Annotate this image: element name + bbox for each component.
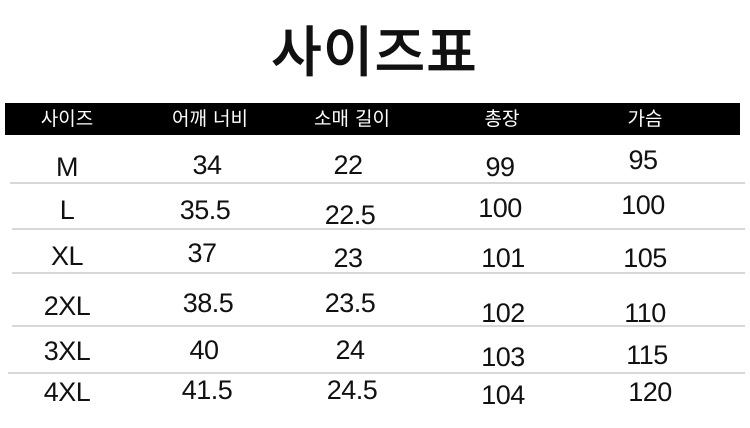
chest-cell: 95 [628, 145, 658, 175]
shoulder-cell: 41.5 [181, 375, 233, 405]
shoulder-cell: 35.5 [179, 195, 231, 225]
shoulder-cell: 34 [192, 150, 222, 180]
header-sleeve-length: 소매 길이 [314, 108, 390, 130]
length-cell: 99 [485, 152, 515, 182]
shoulder-cell: 40 [189, 335, 219, 365]
sleeve-cell: 23 [333, 243, 363, 273]
page-title: 사이즈표 [271, 21, 479, 84]
shoulder-cell: 38.5 [182, 288, 234, 318]
header-size: 사이즈 [40, 108, 94, 130]
row-divider [10, 182, 745, 184]
sleeve-cell: 22.5 [324, 200, 376, 230]
row-divider [12, 228, 745, 230]
length-cell: 100 [478, 193, 522, 223]
size-cell: 4XL [43, 377, 91, 407]
length-cell: 101 [481, 243, 525, 273]
sleeve-cell: 24.5 [326, 375, 378, 405]
header-shoulder-width: 어깨 너비 [172, 108, 248, 130]
sleeve-cell: 22 [333, 150, 363, 180]
size-cell: 2XL [43, 291, 91, 321]
size-cell: XL [50, 241, 84, 271]
chest-cell: 105 [623, 243, 667, 273]
chest-cell: 110 [624, 298, 666, 328]
length-cell: 102 [481, 298, 525, 328]
header-total-length: 총장 [484, 108, 520, 130]
chest-cell: 115 [626, 340, 668, 370]
length-cell: 103 [481, 342, 525, 372]
shoulder-cell: 37 [187, 238, 217, 268]
size-cell: 3XL [43, 336, 91, 366]
row-divider [12, 325, 745, 327]
sleeve-cell: 24 [335, 335, 365, 365]
header-chest: 가슴 [627, 108, 663, 130]
chest-cell: 120 [628, 377, 672, 407]
row-divider [8, 372, 745, 374]
size-cell: M [56, 152, 79, 182]
length-cell: 104 [481, 380, 525, 410]
size-cell: L [59, 195, 75, 225]
chest-cell: 100 [621, 190, 665, 220]
sleeve-cell: 23.5 [324, 288, 376, 318]
table-header: 사이즈 어깨 너비 소매 길이 총장 가슴 [5, 103, 740, 135]
row-divider [12, 272, 745, 274]
